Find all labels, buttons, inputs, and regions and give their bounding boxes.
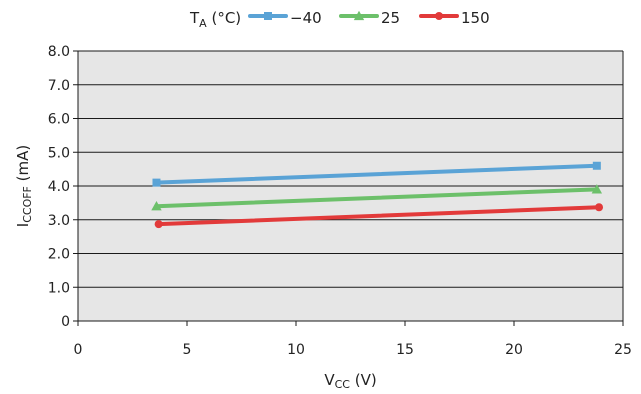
y-tick-label: 6.0 <box>48 112 70 128</box>
legend-label: −40 <box>290 9 322 27</box>
data-point <box>152 178 161 187</box>
data-point <box>592 161 601 170</box>
data-point <box>154 220 163 229</box>
plot-area <box>78 50 623 321</box>
series-line <box>154 163 599 185</box>
legend-label: 25 <box>381 9 400 27</box>
legend-items: −40 25 150 <box>248 9 490 27</box>
data-point <box>151 201 162 211</box>
x-tick-label: 25 <box>614 342 632 358</box>
y-axis-label-unit: (mA) <box>14 145 32 186</box>
legend-title-unit: (°C) <box>207 9 241 27</box>
legend-title-main: T <box>189 9 200 27</box>
x-tick-label: 20 <box>505 342 523 358</box>
x-tick-label: 15 <box>396 342 414 358</box>
legend-item-1: 25 <box>339 9 400 27</box>
y-tick-label: 4.0 <box>48 179 70 195</box>
series-1 <box>151 184 603 211</box>
series-layer <box>151 161 604 229</box>
legend: TA (°C) −40 25 150 <box>189 9 490 30</box>
x-tick-label: 5 <box>183 342 192 358</box>
legend-item-0: −40 <box>248 9 322 27</box>
legend-swatch-marker <box>435 12 443 20</box>
series-2 <box>154 203 604 229</box>
legend-label: 150 <box>461 9 490 27</box>
gridlines <box>78 50 623 288</box>
legend-item-2: 150 <box>419 9 490 27</box>
y-tick-label: 5.0 <box>48 145 70 161</box>
y-tick-label: 0 <box>61 314 70 330</box>
legend-swatch-marker <box>264 12 272 20</box>
x-tick-label: 0 <box>74 342 83 358</box>
y-tick-label: 8.0 <box>48 44 70 60</box>
series-line <box>156 205 602 227</box>
x-axis-label-unit: (V) <box>350 371 377 389</box>
series-line <box>154 187 599 209</box>
x-tick-label: 10 <box>287 342 305 358</box>
y-axis-label: ICCOFF (mA) <box>14 145 34 227</box>
legend-title: TA (°C) <box>189 9 241 30</box>
data-point <box>595 203 604 212</box>
legend-swatch-marker <box>353 10 365 21</box>
y-axis-label-main: I <box>14 223 32 227</box>
tick-labels: 0 1.0 2.0 3.0 4.0 5.0 6.0 7.0 8.0 0 5 10 15 20 25 <box>48 44 632 358</box>
x-axis-label: VCC (V) <box>324 371 376 391</box>
legend-title-sub: A <box>199 17 207 30</box>
y-tick-label: 7.0 <box>48 78 70 94</box>
y-axis-label-sub: CCOFF <box>21 186 34 223</box>
y-tick-label: 1.0 <box>48 280 70 296</box>
y-tick-label: 3.0 <box>48 213 70 229</box>
x-axis-label-main: V <box>324 371 335 389</box>
series-0 <box>152 161 601 187</box>
axes <box>73 50 624 326</box>
data-point <box>591 184 603 194</box>
y-tick-label: 2.0 <box>48 247 70 263</box>
x-axis-label-sub: CC <box>335 378 351 391</box>
